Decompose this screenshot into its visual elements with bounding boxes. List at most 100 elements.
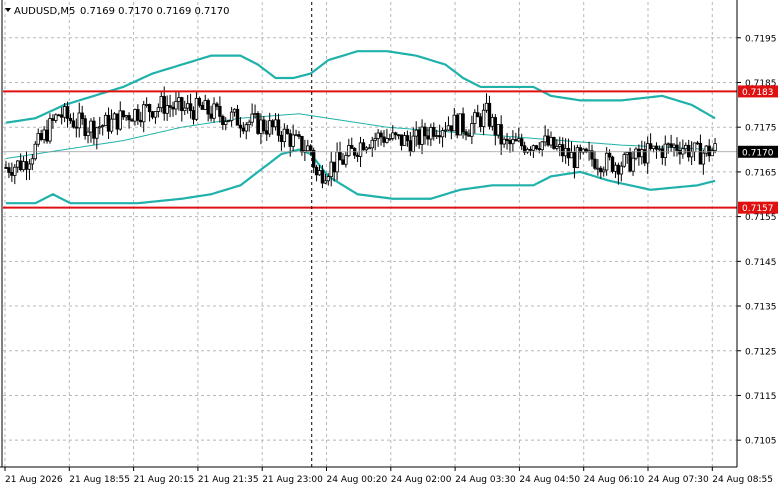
candle [320,165,325,189]
candle-body-down [610,156,615,172]
candle [86,127,90,144]
candle-body-up [21,161,26,171]
candle-body-up [273,119,278,128]
candle [297,130,301,140]
time-tick-label: 21 Aug 21:35 [198,475,259,485]
candle [373,132,377,151]
candle-body-down [426,135,430,140]
candle-body-down [648,143,653,149]
horizontal-levels[interactable] [3,90,737,209]
candle [525,147,530,154]
candle-body-down [218,105,222,117]
candle-body-up [133,109,137,122]
candle-body-up [490,117,495,127]
candlestick-series [4,86,717,189]
candle-body-down [437,135,442,138]
candle-body-up [159,96,163,109]
candle [197,96,202,108]
candle-body-up [613,164,618,172]
candle [388,133,392,142]
candle-body-up [86,131,90,136]
candle-body-up [344,155,348,165]
candle [127,112,131,129]
candle [7,162,11,179]
candle-body-up [42,129,46,140]
candle-body-down [45,129,49,142]
candle-body-down [147,104,152,113]
candle [188,93,193,119]
candle-body-down [276,119,281,136]
price-tick-label: 0.7145 [745,258,777,268]
candle-body-up [604,152,609,171]
candle-body-down [707,145,711,157]
candle-body-up [657,148,662,151]
candle [540,140,544,157]
candle-body-up [124,115,128,118]
candle-body-up [77,112,81,129]
candle [379,130,383,146]
candle [244,122,248,140]
candle-body-up [54,114,58,121]
chart-title: AUDUSD,M5 0.7169 0.7170 0.7169 0.7170 [5,6,230,17]
candle-body-down [18,160,23,171]
candle [610,155,615,174]
candle-body-up [48,118,52,142]
current-price-tag [738,145,778,158]
candle [347,138,351,158]
candle-body-down [637,148,641,158]
price-tick-label: 0.7165 [745,168,777,178]
time-tick-label: 24 Aug 02:00 [391,475,452,485]
candle-body-down [206,100,210,115]
candle-body-up [710,150,714,157]
candle [476,104,480,118]
candle [282,123,287,148]
candle-body-up [16,160,20,168]
candle-body-down [180,97,184,112]
candle-body-up [62,106,67,118]
candle-body-down [57,114,61,117]
candle-body-up [645,143,650,164]
candle-body-up [634,148,638,159]
price-tags: 0.7183 0.7157 0.7170 [738,85,778,214]
time-tick-label: 24 Aug 06:10 [584,475,645,485]
candle [440,127,445,148]
candle [256,111,260,135]
candle-body-down [628,151,632,172]
candle [212,97,216,123]
candle [142,100,146,133]
candle-body-down [92,120,96,139]
candle [607,149,612,161]
candle-body-up [481,109,486,127]
candle-body-down [408,140,413,152]
candle-body-down [505,138,509,141]
candle [98,116,102,135]
candle-body-down [537,148,541,151]
candle [156,103,161,118]
candle [165,95,169,121]
candle-body-up [329,161,333,178]
candle [602,166,606,177]
candle-body-up [165,105,169,114]
level-price-tag [738,85,778,98]
candle-body-up [619,165,624,175]
candle-body-down [74,126,79,129]
candle [268,112,272,138]
candle-body-up [112,113,117,120]
candle-body-up [247,121,251,126]
candle-body-down [221,115,225,125]
candle-body-up [458,113,462,136]
candle-body-up [226,120,231,122]
candle-body-down [200,104,205,110]
time-axis-labels: 21 Aug 2026 21 Aug 18:55 21 Aug 20:15 21 Au… [4,467,773,485]
candle-body-down [514,139,518,142]
candle-body-down [83,118,87,136]
candle-body-down [350,145,354,149]
candle-body-down [476,112,480,118]
ohlc-values: 0.7169 0.7170 0.7169 0.7170 [80,6,230,17]
candle-body-up [194,97,199,120]
candle-body-down [65,106,70,119]
candle-body-down [522,145,527,153]
candle [675,137,679,157]
candle [71,112,76,129]
